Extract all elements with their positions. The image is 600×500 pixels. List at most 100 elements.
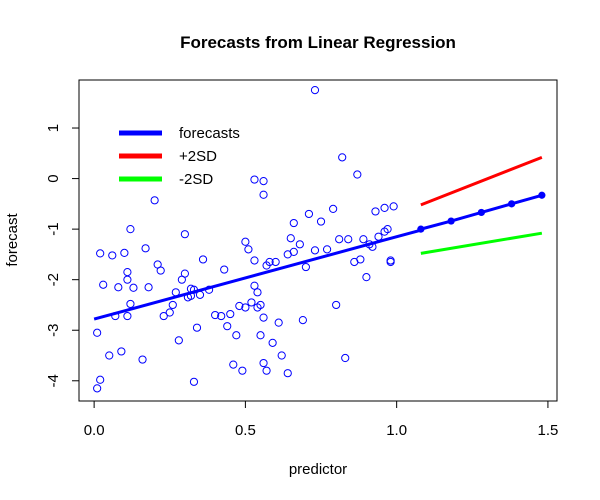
data-point bbox=[298, 316, 307, 325]
data-point bbox=[259, 313, 268, 322]
data-point bbox=[114, 283, 123, 292]
data-point bbox=[256, 300, 265, 310]
data-point bbox=[344, 235, 353, 244]
data-point bbox=[223, 322, 232, 331]
data-point bbox=[289, 218, 298, 228]
data-point bbox=[271, 257, 280, 267]
y-tick-label: -2 bbox=[45, 273, 62, 286]
upper-2sd-line bbox=[420, 155, 543, 207]
data-point bbox=[123, 275, 132, 284]
data-point bbox=[141, 244, 150, 253]
data-point bbox=[123, 267, 132, 277]
data-point bbox=[301, 262, 310, 272]
data-point bbox=[310, 86, 320, 95]
data-point bbox=[371, 207, 380, 216]
y-tick-label: 0 bbox=[45, 174, 62, 182]
data-point bbox=[286, 234, 295, 243]
data-point bbox=[144, 283, 153, 292]
data-point bbox=[332, 300, 341, 310]
x-axis: 0.0 0.5 1.0 1.5 bbox=[84, 400, 558, 439]
data-point bbox=[389, 202, 398, 211]
data-point bbox=[259, 177, 268, 186]
data-point bbox=[126, 225, 135, 234]
data-point bbox=[316, 217, 326, 226]
data-point bbox=[198, 255, 208, 264]
y-tick-label: -4 bbox=[45, 374, 62, 387]
y-axis: -4 -3 -2 -1 0 1 bbox=[45, 124, 80, 387]
fit-line bbox=[93, 228, 422, 321]
legend-label: forecasts bbox=[179, 125, 240, 142]
data-point bbox=[180, 269, 189, 278]
data-point bbox=[359, 235, 368, 244]
data-point bbox=[159, 311, 168, 321]
data-point bbox=[150, 196, 159, 205]
series-lines bbox=[93, 155, 546, 321]
data-point bbox=[356, 255, 365, 264]
data-point bbox=[105, 351, 114, 360]
data-point bbox=[341, 353, 350, 363]
data-point bbox=[241, 303, 250, 312]
x-tick-label: 0.0 bbox=[84, 422, 105, 439]
data-point bbox=[138, 355, 147, 364]
data-point bbox=[192, 323, 202, 332]
y-tick-label: -1 bbox=[45, 222, 62, 235]
data-point bbox=[268, 338, 277, 347]
forecast-point bbox=[538, 191, 546, 199]
chart-title: Forecasts from Linear Regression bbox=[180, 33, 456, 52]
data-point bbox=[335, 235, 344, 244]
data-point bbox=[304, 209, 314, 219]
lower-2sd-line bbox=[420, 231, 543, 255]
data-point bbox=[380, 203, 389, 212]
data-point bbox=[96, 375, 105, 384]
data-point bbox=[93, 328, 102, 337]
data-point bbox=[156, 266, 165, 275]
data-point bbox=[362, 273, 371, 282]
data-point bbox=[310, 246, 320, 255]
data-point bbox=[283, 369, 292, 378]
y-tick-label: -3 bbox=[45, 324, 62, 337]
data-point bbox=[295, 240, 304, 249]
data-point bbox=[274, 318, 283, 327]
data-point bbox=[241, 237, 250, 246]
data-point bbox=[93, 384, 102, 393]
data-point bbox=[174, 336, 183, 345]
y-axis-label: forecast bbox=[4, 212, 21, 266]
x-axis-label: predictor bbox=[289, 461, 347, 478]
data-point bbox=[226, 309, 235, 319]
data-point bbox=[232, 331, 241, 340]
data-point bbox=[338, 153, 347, 162]
data-point bbox=[108, 251, 117, 260]
data-point bbox=[99, 280, 108, 289]
data-point bbox=[247, 298, 256, 307]
data-point bbox=[265, 257, 274, 267]
data-point bbox=[374, 232, 383, 241]
data-point bbox=[217, 311, 226, 321]
data-point bbox=[117, 347, 126, 356]
data-point bbox=[250, 256, 259, 265]
x-tick-label: 1.0 bbox=[386, 422, 407, 439]
forecast-point bbox=[508, 200, 516, 208]
y-tick-label: 1 bbox=[45, 124, 62, 132]
data-point bbox=[259, 358, 268, 368]
data-point bbox=[259, 190, 268, 199]
x-tick-label: 1.5 bbox=[537, 422, 558, 439]
x-tick-label: 0.5 bbox=[235, 422, 256, 439]
data-point bbox=[289, 247, 298, 256]
forecast-point bbox=[477, 208, 485, 217]
forecast-point bbox=[447, 217, 455, 225]
data-point bbox=[120, 248, 129, 257]
data-point bbox=[165, 308, 174, 317]
legend: forecasts +2SD -2SD bbox=[119, 125, 240, 188]
data-point bbox=[238, 366, 247, 375]
data-point bbox=[322, 245, 332, 254]
data-point bbox=[211, 310, 220, 320]
forecast-point bbox=[417, 225, 425, 233]
data-point bbox=[168, 300, 177, 310]
data-point bbox=[96, 249, 105, 258]
data-point bbox=[256, 331, 265, 340]
data-point bbox=[262, 366, 271, 375]
data-point bbox=[220, 265, 229, 274]
data-point bbox=[244, 245, 253, 254]
data-point bbox=[383, 225, 392, 234]
data-point bbox=[277, 351, 286, 360]
